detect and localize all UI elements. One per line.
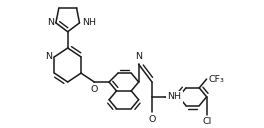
Text: NH: NH [167,92,181,101]
Text: CF₃: CF₃ [209,74,225,84]
Text: Cl: Cl [202,118,211,126]
Text: N: N [135,52,142,61]
Text: NH: NH [82,18,96,27]
Text: O: O [91,85,98,94]
Text: N: N [45,52,52,61]
Text: N: N [47,18,54,27]
Text: O: O [148,115,156,124]
